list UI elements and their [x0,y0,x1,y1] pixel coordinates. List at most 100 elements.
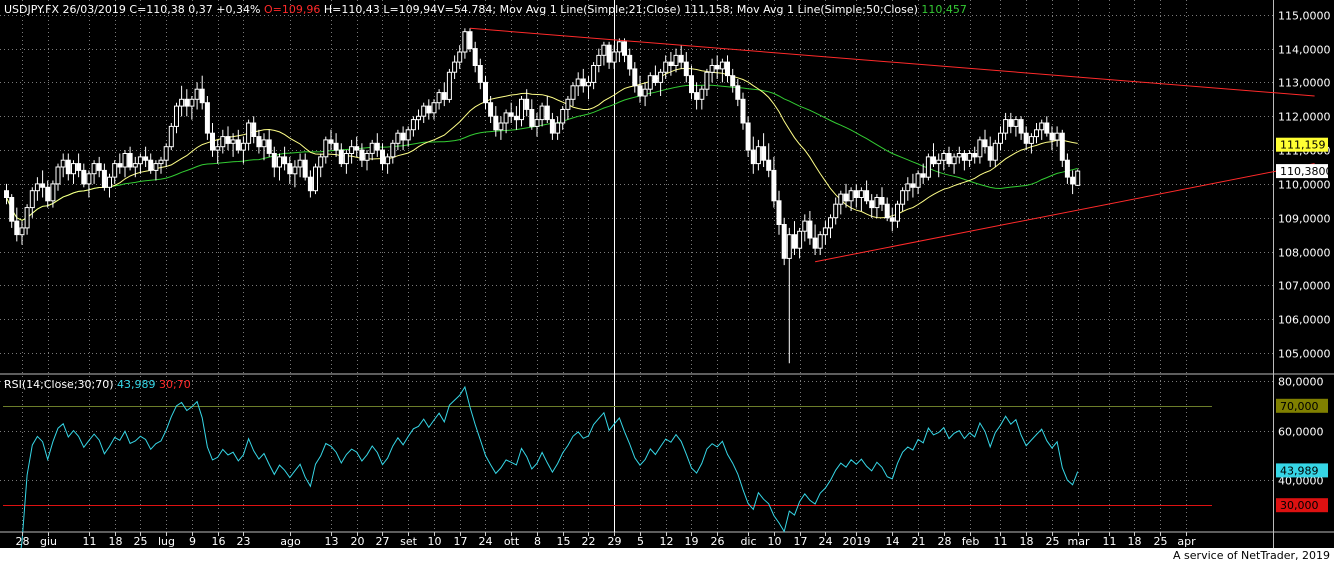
candle-body [230,139,236,144]
trendline [469,27,1315,97]
candle-body [920,173,926,178]
candle-body [879,197,885,205]
candle-body [266,139,272,154]
candle-body [307,176,313,192]
footer-bar [0,548,1334,563]
candle-body [467,31,473,50]
header-ma21-value: 111,158 [684,3,730,16]
x-tick-label: 27 [376,535,390,548]
candle-body [817,234,823,249]
candle-body [45,186,51,202]
candle-body [560,109,566,124]
candle-body [148,159,154,171]
candle-body [663,61,669,73]
candle-body [313,166,318,192]
candle-body [508,112,514,117]
candle-body [1003,119,1009,134]
candle-body [709,65,715,73]
x-tick-label: 9 [189,535,196,548]
header-open: O=109,96 [263,3,321,16]
candle-body [586,81,591,87]
rsi-label: RSI(14;Close;30;70) [4,378,114,391]
candle-body [946,153,952,165]
candle-body [838,193,844,205]
ma21-line [6,67,1078,221]
x-tick-label: 8 [534,535,541,548]
candle-body [719,61,725,70]
x-tick-label: 13 [325,535,339,548]
rsi-level-tag-bg [1276,498,1328,513]
price-tick-label: 112,0000 [1278,111,1331,124]
candle-body [220,136,226,148]
candle-body [652,75,658,83]
candle-body [637,85,643,97]
candle-body [163,146,169,161]
rsi-header: RSI(14;Close;30;70) 43,989 30;70 [4,378,191,391]
candle-body [1039,122,1045,131]
candle-body [179,98,185,107]
candle-body [1059,132,1065,161]
header-ma21-label: Mov Avg 1 Line(Simple;21;Close) [499,3,681,16]
candle-body [1034,129,1039,138]
price-tag: 111,159 [1280,139,1326,152]
candle-body [282,156,288,165]
x-tick-label: 28 [938,535,952,548]
x-tick-label: 17 [794,535,808,548]
candle-body [405,129,411,141]
candle-body [364,153,370,161]
candle-body [462,31,468,53]
trendline [815,163,1315,263]
candle-body [956,153,962,158]
candle-body [184,98,190,107]
candle-body [483,81,488,104]
candle-body [750,149,756,165]
candle-body [354,146,360,151]
candle-body [647,75,653,90]
candle-body [107,176,112,188]
candle-body [1049,132,1055,141]
header-volume: V=54.784 [437,3,493,16]
candle-body [1070,176,1076,185]
x-tick-label: 18 [1128,535,1142,548]
candle-body [271,153,277,168]
candle-body [992,142,998,161]
candle-body [843,193,849,202]
x-tick-label: 22 [582,535,596,548]
candle-body [426,105,432,114]
candle-body [112,163,118,178]
candle-body [596,54,602,67]
rsi-tick-label: 60,0000 [1278,426,1324,439]
candle-body [792,234,797,249]
candle-body [740,98,746,124]
price-tag: 110,3800 [1280,165,1333,178]
candle-body [76,163,82,171]
candle-body [421,105,427,117]
candle-body [19,227,25,236]
candle-body [189,98,195,107]
candle-body [565,98,571,110]
x-tick-label: 23 [237,535,251,548]
candle-body [261,139,267,148]
candle-body [616,41,622,53]
candle-body [385,156,391,165]
candle-body [714,65,720,70]
x-tick-label: set [400,535,417,548]
candle-body [1064,159,1070,178]
header-close: C=110,38 [129,3,185,16]
header-low: L=109,94 [383,3,438,16]
x-tick-label: ago [280,535,301,548]
rsi-tick-label: 40,0000 [1278,475,1324,488]
candle-body [349,146,355,154]
candle-body [874,197,880,209]
price-tag-bg [1276,164,1328,179]
candle-body [622,41,627,56]
candle-body [477,65,483,83]
candle-body [668,61,674,66]
x-tick-label: 11 [994,535,1008,548]
candle-body [905,183,911,192]
candle-body [452,61,458,73]
grid-lines [0,0,1334,548]
x-tick-label: 25 [1046,535,1060,548]
candle-body [998,132,1003,144]
candle-body [318,156,324,168]
